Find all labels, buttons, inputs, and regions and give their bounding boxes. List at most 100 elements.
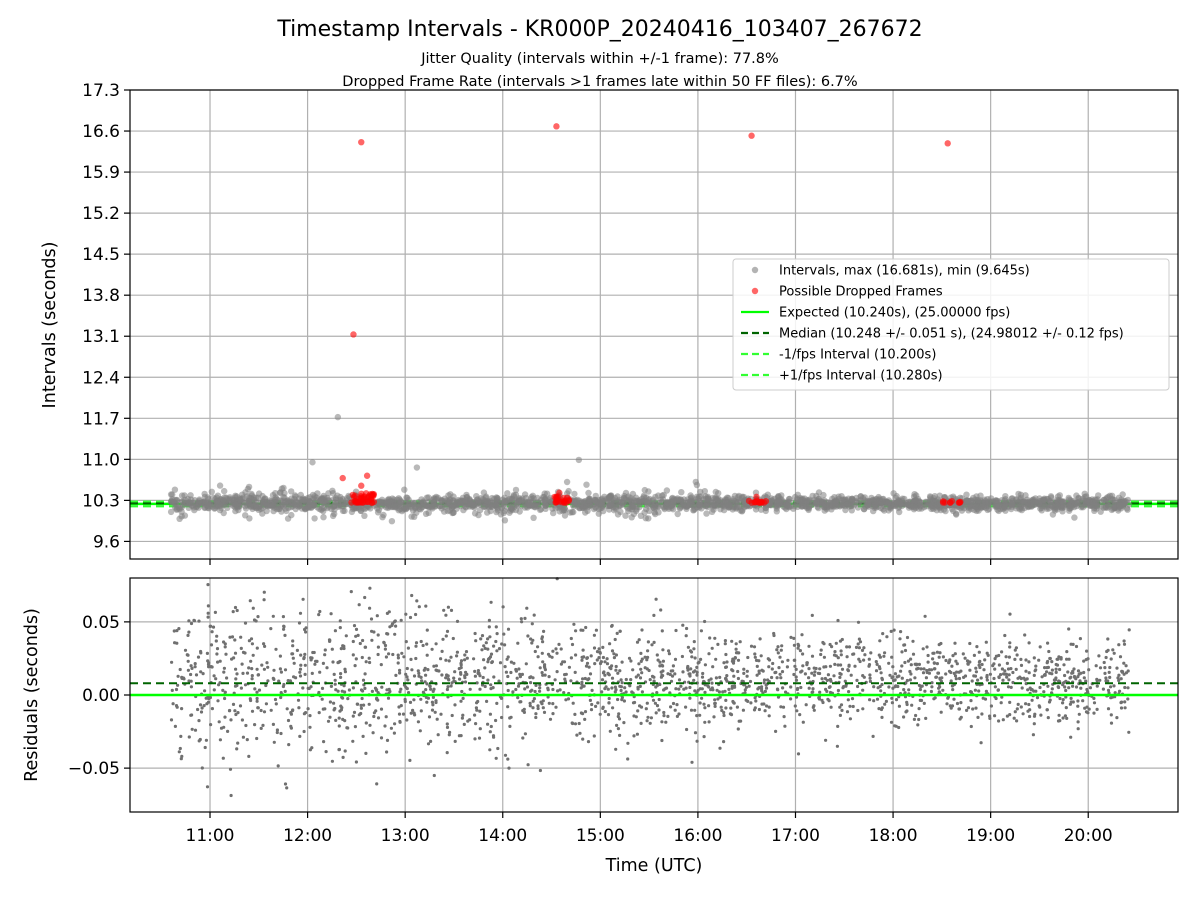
residual-point — [185, 653, 189, 657]
residual-point — [417, 605, 421, 609]
residual-point — [351, 639, 355, 644]
residual-point — [429, 687, 433, 691]
residual-point — [402, 655, 406, 659]
residual-point — [238, 704, 243, 708]
residual-point — [878, 655, 883, 659]
residual-point — [938, 651, 942, 655]
residual-point — [215, 652, 219, 656]
interval-point — [425, 503, 432, 511]
residual-point — [337, 724, 341, 728]
dropped-frame-point — [944, 140, 951, 147]
residual-point — [309, 685, 313, 689]
residual-point — [249, 659, 253, 663]
residual-point — [674, 687, 678, 691]
interval-point — [668, 495, 676, 502]
residual-point — [399, 618, 403, 622]
residual-point — [1092, 711, 1096, 715]
top-y-tick-label: 9.6 — [93, 532, 120, 552]
residual-point — [724, 665, 729, 669]
residual-point — [1084, 679, 1088, 683]
residual-point — [477, 672, 481, 676]
residual-point — [196, 707, 200, 712]
residual-point — [501, 605, 505, 609]
residual-point — [667, 652, 672, 656]
residual-point — [938, 685, 942, 689]
residual-point — [926, 660, 930, 664]
residual-point — [1026, 688, 1030, 692]
residual-point — [250, 677, 254, 681]
residual-point — [408, 700, 413, 705]
residual-point — [979, 676, 983, 680]
residual-point — [919, 667, 923, 671]
interval-point — [1073, 492, 1080, 499]
residual-point — [900, 676, 904, 680]
residual-point — [359, 711, 363, 716]
interval-point — [895, 503, 903, 510]
residual-point — [271, 614, 275, 618]
residual-point — [473, 631, 477, 636]
residual-point — [226, 729, 230, 734]
residual-point — [584, 664, 589, 668]
residual-point — [223, 645, 227, 649]
residual-point — [781, 705, 786, 709]
residual-point — [941, 688, 945, 692]
interval-point — [1020, 498, 1027, 505]
residual-point — [950, 684, 955, 688]
bottom-x-tick-label: 14:00 — [478, 826, 527, 846]
residual-point — [923, 689, 927, 693]
interval-point — [1124, 506, 1131, 513]
interval-point — [504, 490, 511, 497]
residual-point — [930, 685, 934, 689]
residual-point — [818, 667, 822, 671]
dropped-frame-point — [748, 132, 755, 139]
residual-point — [652, 679, 656, 683]
residual-point — [631, 668, 635, 672]
residual-point — [531, 706, 535, 710]
residual-point — [1013, 657, 1017, 662]
residual-point — [1015, 707, 1019, 711]
interval-point — [320, 514, 327, 521]
residual-point — [328, 700, 332, 704]
residual-point — [827, 699, 831, 703]
residual-point — [985, 673, 989, 678]
residual-point — [893, 672, 898, 676]
residual-point — [538, 686, 542, 690]
residual-point — [680, 654, 685, 659]
residual-point — [953, 674, 958, 678]
residual-point — [719, 705, 723, 709]
residual-point — [290, 652, 294, 656]
residual-point — [425, 682, 429, 686]
residual-point — [897, 704, 902, 708]
residual-point — [1116, 676, 1120, 680]
interval-point — [176, 504, 183, 511]
residual-point — [604, 685, 608, 689]
residual-point — [297, 706, 301, 710]
residual-point — [813, 670, 817, 674]
residual-point — [725, 660, 729, 664]
residual-point — [573, 712, 577, 717]
residual-point — [988, 672, 993, 676]
residual-point — [332, 708, 336, 712]
interval-point — [690, 507, 697, 514]
residual-point — [746, 699, 750, 704]
residual-point — [807, 686, 811, 690]
residual-point — [1038, 645, 1042, 649]
residual-point — [194, 673, 199, 677]
residual-point — [911, 652, 916, 656]
residual-point — [976, 678, 980, 682]
residual-point — [736, 727, 740, 731]
residual-point — [657, 697, 661, 702]
residual-point — [677, 687, 681, 691]
residual-point — [657, 708, 661, 712]
residual-point — [1092, 696, 1096, 701]
residual-point — [256, 673, 261, 677]
residual-point — [1076, 669, 1081, 673]
residual-point — [894, 698, 899, 702]
residual-point — [836, 724, 840, 729]
residual-point — [798, 649, 803, 653]
residual-point — [1038, 685, 1042, 690]
residual-point — [710, 681, 714, 685]
residual-point — [272, 740, 276, 744]
residual-point — [945, 702, 949, 706]
interval-point — [526, 502, 533, 509]
